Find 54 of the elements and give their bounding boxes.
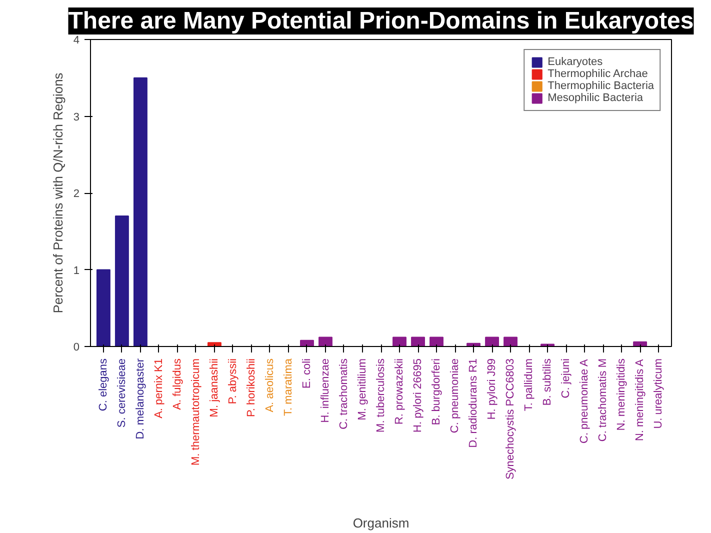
chart-title: There are Many Potential Prion-Domains in Eukaryotes [68, 8, 694, 34]
x-tick-label: D. melanogaster [134, 358, 146, 440]
y-tick-label: 0 [73, 342, 80, 354]
x-tick-label: N. meningitidis A [634, 358, 646, 442]
x-tick-label: B. burgdorferi [430, 358, 443, 426]
legend-label: Thermophilic Bacteria [548, 80, 654, 92]
x-tick-label: C. trachomatis M [597, 358, 610, 442]
x-tick-label: M. jaanashii [208, 358, 220, 418]
x-tick-label: N. meningitidis [616, 358, 628, 431]
bar [318, 336, 332, 346]
bar [207, 342, 222, 346]
bar [96, 269, 110, 346]
x-tick-label: P. horikoshii [245, 358, 258, 417]
y-tick-label: 3 [73, 111, 80, 124]
x-tick-label: H. pylori J99 [486, 358, 498, 420]
x-tick-label: S. cerevisieae [116, 358, 128, 428]
legend-label: Eukaryotes [548, 56, 603, 68]
bar [504, 336, 518, 346]
x-tick-label: B. subtilis [542, 358, 554, 406]
x-tick-label: T. maratima [282, 358, 294, 416]
bar [411, 336, 425, 346]
x-tick-label: M. genitilium [356, 358, 368, 420]
legend-label: Thermophilic Archae [548, 68, 648, 80]
x-tick-label: P. abyssii [226, 358, 239, 404]
y-tick-label: 2 [73, 188, 80, 200]
x-tick-label: C. jejuni [560, 358, 572, 398]
x-tick-label: M. tuberculosis [375, 358, 387, 432]
x-tick-label: Synechocystis PCC6803 [504, 358, 517, 480]
y-tick-label: 4 [73, 34, 80, 46]
y-axis-title: Percent of Proteins with Q/N-rich Regions [50, 72, 66, 314]
x-tick-label: H. pylori 26695 [412, 358, 424, 432]
bar [485, 336, 499, 346]
bar [430, 336, 444, 346]
x-tick-label: A. fulgidus [171, 358, 184, 410]
x-tick-label: E. coli [300, 358, 313, 388]
x-tick-label: C. pneumoniae A [578, 358, 591, 444]
x-tick-label: C. pneumoniae [449, 358, 462, 434]
x-tick-label: H. influenzae [319, 358, 332, 423]
legend-label: Mesophilic Bacteria [548, 92, 643, 104]
x-tick-label: M. thermautotropicum [190, 358, 202, 466]
x-tick-label: A. aeolicus [264, 358, 276, 412]
x-axis-title: Organism [352, 516, 410, 530]
x-tick-label: D. radiodurans R1 [468, 358, 480, 448]
x-tick-label: R. prowazekii [394, 358, 406, 425]
x-tick-label: U. urealyticum [652, 358, 665, 429]
y-tick-label: 1 [73, 264, 80, 277]
bar [300, 340, 314, 346]
x-tick-label: A. pernix K1 [152, 358, 165, 418]
bar [114, 216, 129, 346]
x-tick-label: C. elegans [97, 358, 110, 412]
x-tick-label: C. trachomatis [338, 358, 350, 430]
bar [133, 77, 148, 346]
x-tick-label: T. pallidum [523, 358, 536, 412]
bar [392, 336, 406, 346]
